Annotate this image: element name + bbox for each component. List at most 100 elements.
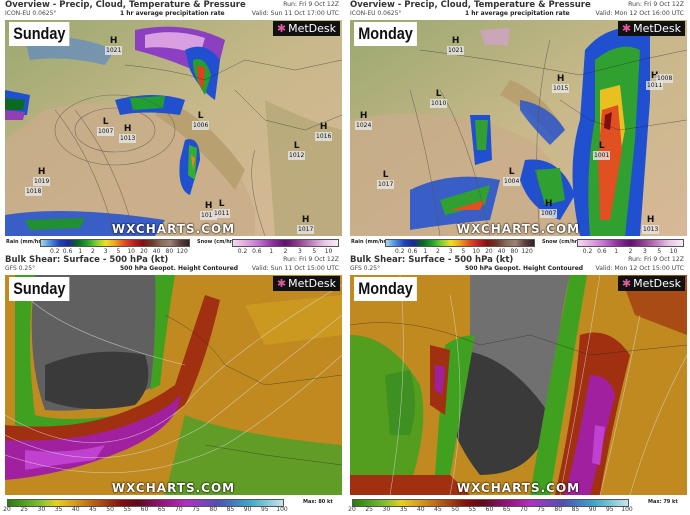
rain-colorbar — [40, 239, 190, 247]
pressure-centre: 1018 — [25, 187, 43, 196]
tick-label: 70 — [175, 506, 183, 513]
precip-legend-sunday: Rain (mm/hr) 0.2 0.6 1 2 3 5 10 20 40 80 120 Snow … — [0, 237, 345, 259]
tick-label: 5 — [116, 248, 121, 255]
tick-label: 40 — [71, 506, 80, 513]
tick-label: 2 — [283, 248, 288, 255]
shear-colorbar — [352, 499, 629, 507]
shear-sunday-panel: Bulk Shear: Surface - 500 hPa (kt) GFS 0… — [0, 255, 345, 495]
pressure-centre: L 1011 — [213, 199, 231, 218]
run-time: Run: Fri 9 Oct 12Z — [628, 1, 684, 8]
tick-label: 5 — [461, 248, 466, 255]
wxcharts-watermark: WXCHARTS.COM — [456, 222, 581, 236]
tick-label: 2 — [436, 248, 440, 255]
tick-label: 85 — [226, 506, 235, 513]
metdesk-star-icon: ✱ — [276, 22, 287, 35]
tick-label: 10 — [127, 248, 135, 255]
tick-label: 65 — [157, 506, 166, 513]
precip-sunday-panel: Overview - Precip, Cloud, Temperature & … — [0, 0, 345, 236]
day-label: Monday — [354, 277, 418, 301]
tick-label: 80 — [554, 506, 563, 513]
pressure-centre: L 1017 — [377, 170, 395, 189]
pressure-centre: H 1016 — [315, 122, 333, 141]
tick-label: 70 — [520, 506, 528, 513]
run-time: Run: Fri 9 Oct 12Z — [283, 256, 339, 263]
tick-label: 45 — [434, 506, 442, 513]
tick-label: 90 — [243, 506, 252, 513]
valid-time: Valid: Sun 11 Oct 17:00 UTC — [251, 10, 339, 17]
chart-title: Bulk Shear: Surface - 500 hPa (kt) — [5, 255, 169, 265]
model-label: ICON-EU 0.0625° — [5, 10, 57, 17]
tick-label: 40 — [497, 248, 506, 255]
tick-label: 100 — [276, 506, 288, 513]
pressure-centre: H 1021 — [447, 36, 465, 55]
precip-map-sunday: Sunday ✱ MetDesk H 1021 L 1007 H 1013 L 1006 … — [5, 20, 342, 236]
metdesk-star-icon: ✱ — [621, 22, 632, 35]
panel-header: Bulk Shear: Surface - 500 hPa (kt) GFS 0… — [345, 255, 690, 275]
tick-label: 3 — [297, 248, 302, 255]
chart-subtitle: 500 hPa Geopot. Height Contoured — [465, 265, 584, 272]
pressure-centre: H 1021 — [105, 36, 123, 55]
metdesk-logo: ✱ MetDesk — [272, 21, 340, 36]
chart-title: Overview - Precip, Cloud, Temperature & … — [350, 0, 591, 10]
day-label: Sunday — [9, 22, 70, 46]
chart-subtitle: 500 hPa Geopot. Height Contoured — [120, 265, 239, 272]
tick-label: 100 — [621, 506, 633, 513]
tick-label: 1 — [614, 248, 619, 255]
precip-monday-panel: Overview - Precip, Cloud, Temperature & … — [345, 0, 690, 236]
tick-label: 120 — [521, 248, 533, 255]
chart-title: Overview - Precip, Cloud, Temperature & … — [5, 0, 246, 10]
chart-subtitle: 1 hr average precipitation rate — [465, 10, 570, 17]
pressure-centre: H 1017 — [297, 215, 315, 234]
tick-label: 0.6 — [597, 248, 607, 255]
tick-label: 5 — [312, 248, 317, 255]
metdesk-logo: ✱ MetDesk — [617, 21, 685, 36]
shear-monday-panel: Bulk Shear: Surface - 500 hPa (kt) GFS 0… — [345, 255, 690, 495]
snow-legend-label: Snow (cm/hr) — [197, 239, 235, 245]
tick-label: 3 — [642, 248, 647, 255]
shear-colorbar — [7, 499, 284, 507]
pressure-centre: H 1024 — [355, 111, 373, 130]
precip-map-monday: Monday ✱ MetDesk H 1021 L 1010 H 1024 H 1015 … — [350, 20, 687, 236]
panel-header: Overview - Precip, Cloud, Temperature & … — [0, 0, 345, 20]
tick-label: 1 — [78, 248, 83, 255]
shear-map-sunday: Sunday ✱ MetDesk WXCHARTS.COM — [5, 275, 342, 495]
tick-label: 95 — [605, 506, 614, 513]
tick-label: 2 — [91, 248, 95, 255]
tick-label: 85 — [571, 506, 580, 513]
run-time: Run: Fri 9 Oct 12Z — [628, 256, 684, 263]
metdesk-logo: ✱ MetDesk — [617, 276, 685, 291]
tick-label: 30 — [37, 506, 46, 513]
panel-header: Bulk Shear: Surface - 500 hPa (kt) GFS 0… — [0, 255, 345, 275]
pressure-centre: L 1006 — [192, 111, 210, 130]
wxcharts-watermark: WXCHARTS.COM — [111, 222, 236, 236]
tick-label: 55 — [468, 506, 477, 513]
pressure-centre: L 1007 — [97, 117, 115, 136]
tick-label: 1 — [423, 248, 428, 255]
panel-header: Overview - Precip, Cloud, Temperature & … — [345, 0, 690, 20]
run-time: Run: Fri 9 Oct 12Z — [283, 1, 339, 8]
tick-label: 0.2 — [237, 248, 248, 255]
model-label: GFS 0.25° — [5, 265, 36, 272]
shear-legend-sunday: 20 25 30 35 40 45 50 55 60 65 70 75 80 85 90 95 100 Max:… — [0, 497, 345, 515]
tick-label: 40 — [152, 248, 161, 255]
tick-label: 0.6 — [407, 248, 418, 255]
pressure-centre: H 1019 — [33, 167, 51, 186]
pressure-centre: L1008 — [656, 74, 674, 83]
tick-label: 1 — [269, 248, 274, 255]
tick-label: 60 — [140, 506, 149, 513]
tick-label: 80 — [165, 248, 174, 255]
tick-label: 0.6 — [252, 248, 262, 255]
tick-label: 25 — [365, 506, 374, 513]
pressure-centre: H 1013 — [642, 215, 660, 234]
tick-label: 3 — [448, 248, 453, 255]
day-label: Sunday — [9, 277, 70, 301]
rain-legend-label: Rain (mm/hr) — [351, 239, 389, 245]
tick-label: 50 — [451, 506, 459, 513]
valid-time: Valid: Mon 12 Oct 16:00 UTC — [595, 10, 684, 17]
tick-label: 20 — [3, 506, 11, 513]
tick-label: 0.2 — [50, 248, 60, 255]
tick-label: 40 — [416, 506, 425, 513]
tick-label: 35 — [399, 506, 408, 513]
rain-colorbar — [385, 239, 535, 247]
tick-label: 0.6 — [62, 248, 73, 255]
